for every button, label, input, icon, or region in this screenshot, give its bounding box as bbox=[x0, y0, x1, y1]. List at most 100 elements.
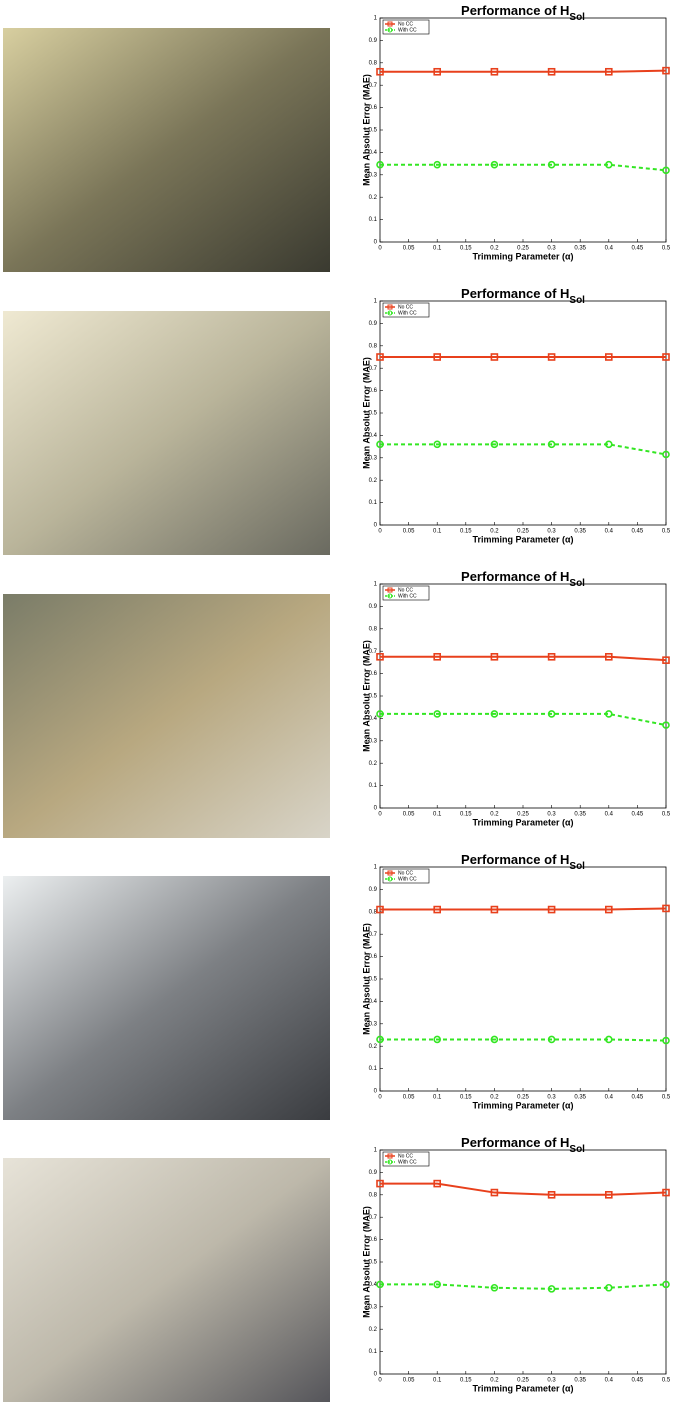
photo bbox=[3, 876, 330, 1120]
chart: 00.10.20.30.40.50.60.70.80.9100.050.10.1… bbox=[361, 3, 670, 261]
y-tick-label: 1 bbox=[374, 299, 378, 305]
y-tick-label: 0 bbox=[374, 1089, 378, 1095]
legend-label: With CC bbox=[398, 876, 417, 882]
y-tick-label: 0.1 bbox=[369, 783, 378, 789]
title-main: Performance of H bbox=[461, 569, 569, 584]
y-tick-label: 0.2 bbox=[369, 195, 378, 201]
x-tick-label: 0.15 bbox=[460, 1378, 472, 1384]
figure: 00.10.20.30.40.50.60.70.80.9100.050.10.1… bbox=[0, 0, 675, 1404]
legend-label: With CC bbox=[398, 27, 417, 33]
x-tick-label: 0.5 bbox=[662, 1095, 671, 1101]
x-tick-label: 0.15 bbox=[460, 246, 472, 252]
chart: 00.10.20.30.40.50.60.70.80.9100.050.10.1… bbox=[361, 852, 670, 1110]
y-tick-label: 0 bbox=[374, 523, 378, 529]
series-line bbox=[380, 714, 666, 725]
y-tick-label: 0 bbox=[374, 1372, 378, 1378]
y-axis-label: Mean Absolut Error (MAE) bbox=[361, 357, 371, 469]
x-tick-label: 0.05 bbox=[403, 1095, 415, 1101]
x-tick-label: 0.4 bbox=[605, 246, 614, 252]
plot-frame bbox=[380, 18, 666, 242]
y-tick-label: 0.8 bbox=[369, 60, 378, 66]
plot-frame bbox=[380, 867, 666, 1091]
x-tick-label: 0.35 bbox=[574, 1378, 586, 1384]
x-tick-label: 0.45 bbox=[632, 1378, 644, 1384]
x-tick-label: 0.15 bbox=[460, 529, 472, 535]
chart-title: Performance of HSol bbox=[461, 852, 585, 871]
legend-label: With CC bbox=[398, 593, 417, 599]
x-tick-label: 0.1 bbox=[433, 812, 442, 818]
x-tick-label: 0.05 bbox=[403, 246, 415, 252]
plot-frame bbox=[380, 301, 666, 525]
y-tick-label: 1 bbox=[374, 582, 378, 588]
y-tick-label: 0.9 bbox=[369, 1170, 378, 1176]
x-tick-label: 0.45 bbox=[632, 812, 644, 818]
x-tick-label: 0.1 bbox=[433, 529, 442, 535]
x-tick-label: 0.5 bbox=[662, 812, 671, 818]
title-subscript: Sol bbox=[569, 1144, 585, 1155]
title-main: Performance of H bbox=[461, 852, 569, 867]
chart-title: Performance of HSol bbox=[461, 569, 585, 588]
y-tick-label: 0 bbox=[374, 806, 378, 812]
title-subscript: Sol bbox=[569, 12, 585, 23]
series-line bbox=[380, 444, 666, 454]
series-line bbox=[380, 1184, 666, 1195]
chart-title: Performance of HSol bbox=[461, 286, 585, 305]
x-tick-label: 0.4 bbox=[605, 812, 614, 818]
series-line bbox=[380, 165, 666, 171]
x-tick-label: 0 bbox=[378, 1378, 382, 1384]
x-tick-label: 0 bbox=[378, 812, 382, 818]
x-tick-label: 0.45 bbox=[632, 529, 644, 535]
x-tick-label: 0 bbox=[378, 529, 382, 535]
x-tick-label: 0.35 bbox=[574, 246, 586, 252]
x-axis-label: Trimming Parameter (α) bbox=[472, 534, 573, 544]
chart-title: Performance of HSol bbox=[461, 3, 585, 22]
y-tick-label: 0.8 bbox=[369, 626, 378, 632]
x-tick-label: 0.1 bbox=[433, 1095, 442, 1101]
y-tick-label: 0.8 bbox=[369, 1192, 378, 1198]
title-main: Performance of H bbox=[461, 1135, 569, 1150]
title-main: Performance of H bbox=[461, 286, 569, 301]
x-tick-label: 0.4 bbox=[605, 1378, 614, 1384]
x-tick-label: 0.1 bbox=[433, 1378, 442, 1384]
plot-frame bbox=[380, 584, 666, 808]
y-axis-label: Mean Absolut Error (MAE) bbox=[361, 74, 371, 186]
x-tick-label: 0.05 bbox=[403, 1378, 415, 1384]
x-tick-label: 0.35 bbox=[574, 1095, 586, 1101]
series-line bbox=[380, 1039, 666, 1040]
y-tick-label: 0.9 bbox=[369, 887, 378, 893]
x-tick-label: 0.05 bbox=[403, 812, 415, 818]
y-tick-label: 0.1 bbox=[369, 1066, 378, 1072]
series-line bbox=[380, 1284, 666, 1288]
photo bbox=[3, 1158, 330, 1402]
title-subscript: Sol bbox=[569, 578, 585, 589]
y-tick-label: 0.1 bbox=[369, 217, 378, 223]
photo bbox=[3, 594, 330, 838]
x-tick-label: 0.45 bbox=[632, 246, 644, 252]
y-tick-label: 1 bbox=[374, 865, 378, 871]
y-tick-label: 0.9 bbox=[369, 604, 378, 610]
x-tick-label: 0.35 bbox=[574, 812, 586, 818]
x-tick-label: 0.5 bbox=[662, 529, 671, 535]
y-tick-label: 0.1 bbox=[369, 500, 378, 506]
y-tick-label: 0.9 bbox=[369, 38, 378, 44]
x-tick-label: 0.15 bbox=[460, 1095, 472, 1101]
x-tick-label: 0.5 bbox=[662, 1378, 671, 1384]
legend-label: With CC bbox=[398, 310, 417, 316]
x-axis-label: Trimming Parameter (α) bbox=[472, 251, 573, 261]
series-line bbox=[380, 908, 666, 909]
y-axis-label: Mean Absolut Error (MAE) bbox=[361, 640, 371, 752]
y-tick-label: 0.8 bbox=[369, 343, 378, 349]
x-tick-label: 0.4 bbox=[605, 1095, 614, 1101]
x-tick-label: 0.15 bbox=[460, 812, 472, 818]
title-subscript: Sol bbox=[569, 861, 585, 872]
y-tick-label: 0.2 bbox=[369, 1327, 378, 1333]
y-tick-label: 0.2 bbox=[369, 1044, 378, 1050]
x-axis-label: Trimming Parameter (α) bbox=[472, 817, 573, 827]
y-tick-label: 1 bbox=[374, 1148, 378, 1154]
legend-label: With CC bbox=[398, 1159, 417, 1165]
x-tick-label: 0.05 bbox=[403, 529, 415, 535]
y-tick-label: 0.2 bbox=[369, 478, 378, 484]
x-tick-label: 0 bbox=[378, 1095, 382, 1101]
